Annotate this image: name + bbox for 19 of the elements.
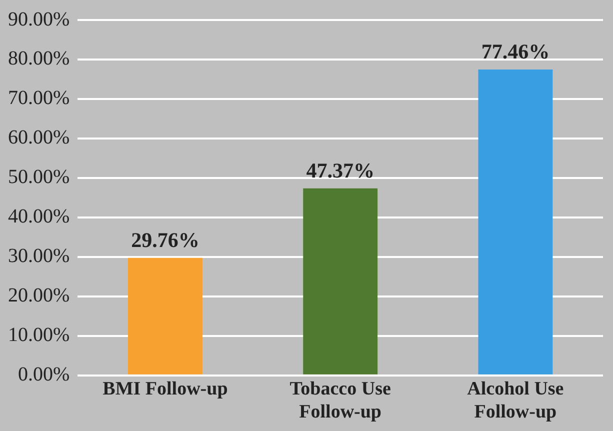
bar bbox=[128, 258, 202, 374]
data-label: 47.37% bbox=[306, 158, 374, 182]
y-tick-label: 50.00% bbox=[8, 166, 70, 188]
data-label: 77.46% bbox=[481, 39, 550, 64]
x-tick-label: BMI Follow-up bbox=[102, 378, 228, 400]
y-tick-label: 10.00% bbox=[8, 324, 70, 346]
bar bbox=[303, 188, 378, 374]
y-tick-label: 0.00% bbox=[18, 364, 70, 386]
data-label: 29.76% bbox=[131, 228, 200, 252]
y-tick-label: 40.00% bbox=[8, 206, 70, 228]
y-tick-label: 20.00% bbox=[8, 284, 70, 307]
y-tick-label: 80.00% bbox=[8, 48, 70, 70]
y-tick-label: 70.00% bbox=[8, 87, 70, 110]
y-tick-label: 90.00% bbox=[8, 8, 70, 30]
y-tick-label: 60.00% bbox=[8, 126, 70, 149]
x-tick-label: Tobacco Use Follow-up bbox=[290, 378, 391, 423]
bar bbox=[478, 70, 553, 374]
y-tick-label: 30.00% bbox=[8, 245, 70, 268]
x-tick-label: Alcohol Use Follow-up bbox=[467, 378, 564, 423]
